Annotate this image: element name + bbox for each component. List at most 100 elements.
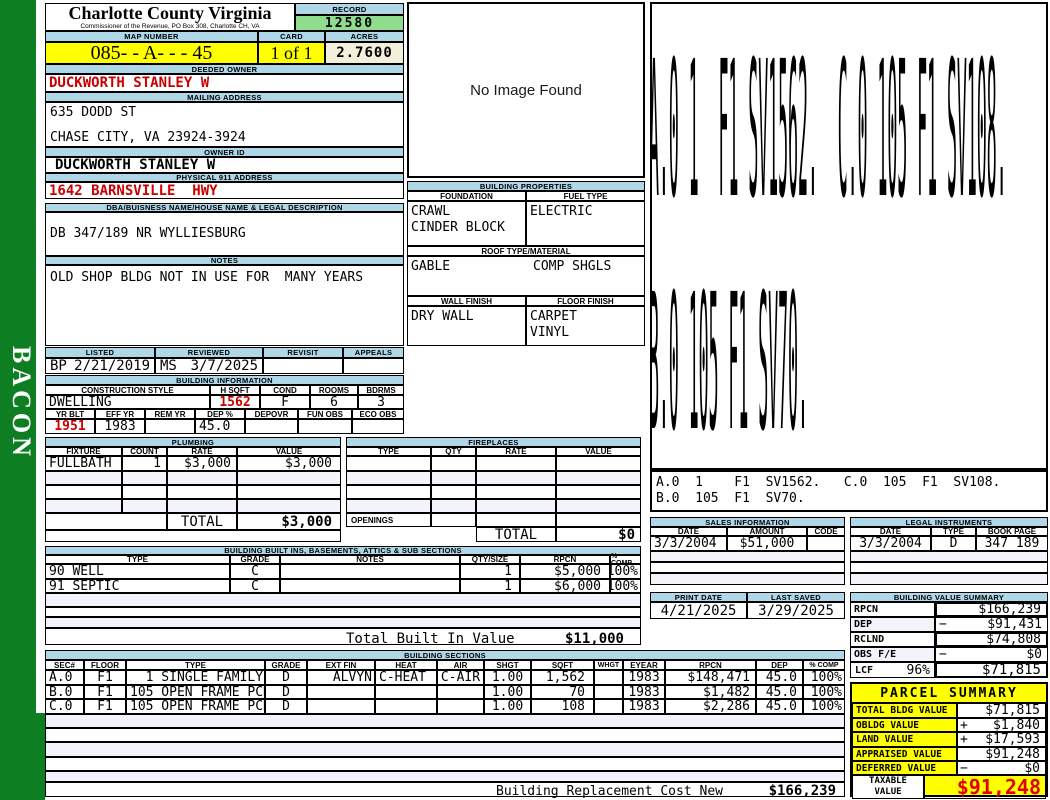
deeded-owner-value: DUCKWORTH STANLEY W — [45, 74, 404, 92]
builtins-empty-row — [45, 593, 641, 607]
sales-header: SALES INFORMATION — [650, 517, 845, 527]
mailing-address-header: MAILING ADDRESS — [45, 92, 404, 102]
notes-header: NOTES — [45, 256, 404, 265]
sections-col-air: AIR — [437, 660, 484, 670]
builtins-row-qty: 1 — [460, 579, 520, 593]
fireplaces-empty-cell — [476, 499, 556, 513]
parcel-row-value: + $17,593 — [957, 732, 1046, 747]
plumbing-header: PLUMBING — [45, 437, 341, 447]
wall-finish-value: DRY WALL — [407, 306, 526, 346]
section-row-comp: 100% — [803, 699, 845, 714]
remyr-value — [145, 419, 195, 434]
section-row-air: C-AIR — [437, 670, 484, 685]
plumbing-rate: $3,000 — [167, 456, 237, 471]
fireplaces-col-rate: RATE — [476, 447, 556, 456]
section-row-shgt: 1.00 — [484, 685, 531, 699]
plumbing-empty-cell — [167, 485, 237, 499]
record-header: RECORD — [295, 3, 404, 15]
sections-col-dep: DEP — [756, 660, 803, 670]
fireplaces-empty-cell — [346, 471, 431, 485]
fireplaces-empty-cell — [346, 485, 431, 499]
section-row-whgt — [594, 685, 623, 699]
plumbing-total-spacer — [45, 513, 167, 530]
parcel-row-label: TOTAL BLDG VALUE — [852, 703, 957, 718]
builtins-row-rpcn: $6,000 — [520, 579, 610, 593]
fireplaces-openings-qty — [431, 513, 476, 527]
plumbing-fixture: FULLBATH — [45, 456, 122, 471]
sketch-legend-line2: B.0 105 F1 SV70. — [656, 491, 805, 506]
vs-op: − — [939, 617, 947, 632]
sketch-label-line2: B.0 105 F1 SV70. — [650, 257, 808, 470]
floor-finish-header: FLOOR FINISH — [526, 296, 645, 306]
section-empty-row — [45, 771, 845, 782]
parcel-amount: $1,840 — [993, 718, 1040, 732]
section-row-heat — [375, 699, 437, 714]
vs-label: OBS F/E — [850, 647, 935, 662]
fireplaces-empty-cell — [431, 456, 476, 471]
section-row-comp: 100% — [803, 685, 845, 699]
vendor-sidebar — [0, 0, 36, 800]
section-row-rpcn: $148,471 — [665, 670, 756, 685]
building-properties-header: BUILDING PROPERTIES — [407, 181, 645, 191]
section-row-rpcn: $1,482 — [665, 685, 756, 699]
rcn-label: Building Replacement Cost New — [496, 784, 723, 799]
section-row-floor: F1 — [84, 685, 126, 699]
legal-col-type: TYPE — [931, 527, 976, 536]
vs-label: RCLND — [850, 632, 935, 647]
parcel-amount: $0 — [1024, 761, 1040, 775]
roof-header: ROOF TYPE/MATERIAL — [407, 246, 645, 256]
sales-col-amount: AMOUNT — [727, 527, 807, 536]
builtins-total-value: $11,000 — [564, 631, 624, 647]
section-row-dep: 45.0 — [756, 685, 803, 699]
vendor-sidebar-bottom-patch — [36, 713, 45, 800]
sections-col-shgt: SHGT — [484, 660, 531, 670]
property-photo-placeholder: No Image Found — [407, 2, 645, 178]
plumbing-empty-cell — [237, 485, 341, 499]
section-row-eyear: 1983 — [623, 685, 665, 699]
county-title-box: Charlotte County Virginia Commissioner o… — [45, 3, 295, 31]
fireplaces-empty-cell — [431, 499, 476, 513]
fireplaces-header: FIREPLACES — [346, 437, 641, 447]
rooms-header: ROOMS — [310, 385, 358, 395]
roof-material-value: COMP SHGLS — [533, 259, 612, 274]
section-row-sqft: 1,562 — [531, 670, 594, 685]
fireplaces-col-value: VALUE — [556, 447, 641, 456]
lcf-pct: 96% — [906, 662, 930, 678]
plumbing-empty-cell — [122, 485, 167, 499]
vs-label-lcf: LCF 96% — [850, 662, 935, 678]
sections-header: BUILDING SECTIONS — [45, 650, 845, 660]
fireplaces-empty-cell — [476, 456, 556, 471]
section-row-sec: C.0 — [45, 699, 84, 714]
vs-label: DEP — [850, 617, 935, 632]
construction-style-value: DWELLING — [45, 395, 210, 409]
sales-col-code: CODE — [807, 527, 845, 536]
plumbing-total-label: TOTAL — [167, 513, 237, 530]
reviewed-value: MS 3/7/2025 — [155, 358, 263, 374]
section-row-rpcn: $2,286 — [665, 699, 756, 714]
revisit-header: REVISIT — [263, 347, 343, 358]
value-summary-header: BUILDING VALUE SUMMARY — [850, 592, 1048, 602]
depovr-header: DEPOVR — [245, 409, 298, 419]
builtins-total-row: Total Built In Value $11,000 — [45, 628, 641, 647]
vs-amount: $74,808 — [986, 632, 1041, 647]
acres-header: ACRES — [325, 31, 404, 42]
fireplaces-openings-value — [556, 513, 641, 527]
section-row-eyear: 1983 — [623, 699, 665, 714]
remyr-header: REM YR — [145, 409, 195, 419]
dep-pct-header: DEP % — [195, 409, 245, 419]
fireplaces-total-value: $0 — [556, 527, 641, 542]
sections-col-type: TYPE — [126, 660, 265, 670]
owner-id-value: DUCKWORTH STANLEY W — [45, 157, 404, 173]
sections-col-sqft: SQFT — [531, 660, 594, 670]
section-row-sqft: 70 — [531, 685, 594, 699]
print-date-value: 4/21/2025 — [650, 602, 747, 619]
no-image-text: No Image Found — [470, 81, 582, 99]
sections-col-comp: % COMP — [803, 660, 845, 670]
section-row-ext — [307, 685, 375, 699]
deeded-owner-header: DEEDED OWNER — [45, 64, 404, 74]
sketch-legend-box: A.0 1 F1 SV1562. C.0 105 F1 SV108. B.0 1… — [650, 470, 1048, 512]
section-empty-row — [45, 757, 845, 771]
parcel-op: − — [960, 761, 968, 775]
fireplaces-col-qty: QTY — [431, 447, 476, 456]
listed-header: LISTED — [45, 347, 155, 358]
